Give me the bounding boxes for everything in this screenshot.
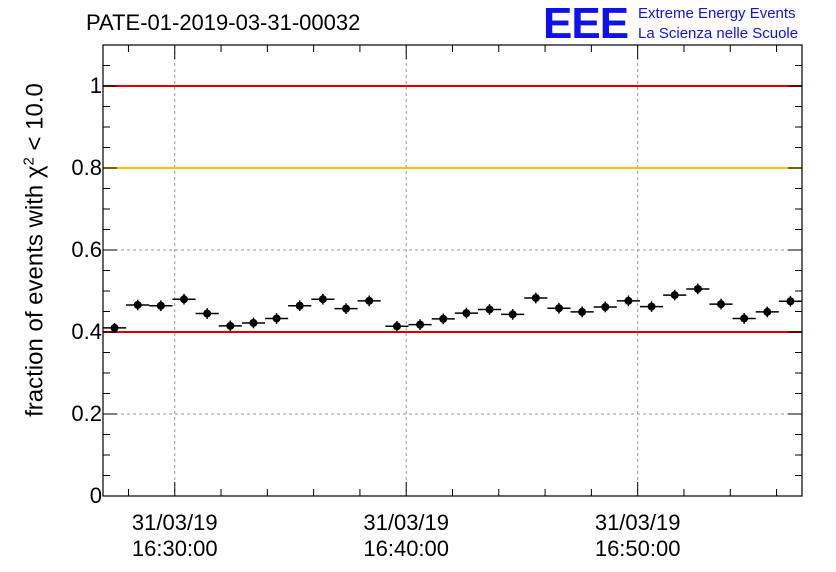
point-marker [156, 301, 165, 310]
point-marker [318, 295, 327, 304]
y-tick-label: 0.4 [71, 319, 102, 344]
point-marker [716, 300, 725, 309]
data-point [477, 304, 502, 315]
point-marker [180, 295, 189, 304]
x-tick-label: 31/03/19 16:50:00 [578, 510, 698, 562]
data-point [431, 313, 455, 325]
data-point [241, 317, 266, 329]
x-tick-date: 31/03/19 [594, 510, 681, 535]
logo-line1: Extreme Energy Events [638, 5, 796, 22]
point-marker [693, 284, 702, 293]
x-tick-time: 16:50:00 [594, 536, 681, 561]
data-point [616, 295, 640, 307]
x-tick-label: 31/03/19 16:30:00 [115, 510, 235, 562]
logo-mark: EEE [543, 0, 629, 48]
point-marker [203, 309, 212, 318]
data-point [778, 295, 802, 307]
point-marker [272, 314, 281, 323]
data-point [126, 299, 150, 311]
point-marker [295, 301, 304, 310]
data-point [218, 320, 242, 332]
point-marker [601, 302, 610, 311]
point-marker [531, 293, 540, 302]
data-point [149, 300, 173, 312]
point-marker [462, 309, 471, 318]
point-marker [624, 296, 633, 305]
data-point [593, 301, 617, 313]
data-point [357, 295, 381, 307]
point-marker [670, 291, 679, 300]
logo-line2: La Scienza nelle Scuole [638, 25, 799, 42]
point-marker [133, 300, 142, 309]
data-point [172, 293, 196, 305]
point-marker [365, 296, 374, 305]
x-tick-date: 31/03/19 [131, 510, 218, 535]
data-point [663, 289, 687, 301]
data-point [709, 298, 733, 310]
data-point [524, 292, 548, 304]
y-tick-label: 0 [89, 483, 102, 508]
point-marker [110, 323, 119, 332]
data-point [755, 306, 779, 318]
point-marker [786, 297, 795, 306]
point-marker [342, 304, 351, 313]
grid [103, 45, 802, 496]
reference-lines [103, 85, 802, 333]
point-marker [578, 307, 587, 316]
chart-title: PATE-01-2019-03-31-00032 [86, 10, 361, 35]
y-tick-label: 1 [89, 73, 102, 98]
point-marker [647, 302, 656, 311]
data-point [311, 293, 335, 305]
data-point [334, 303, 358, 314]
x-tick-label: 31/03/19 16:40:00 [346, 510, 466, 562]
point-marker [554, 304, 563, 313]
axis-ticks [103, 45, 802, 497]
x-tick-time: 16:40:00 [363, 536, 450, 561]
point-marker [763, 307, 772, 316]
data-point [639, 301, 664, 312]
point-marker [508, 310, 517, 319]
data-point [547, 302, 571, 314]
data-point [385, 320, 409, 332]
point-marker [226, 321, 235, 330]
y-tick-label: 0.6 [71, 237, 102, 262]
data-point [288, 300, 312, 312]
point-marker [249, 318, 258, 327]
data-point [570, 306, 594, 318]
data-points [103, 283, 802, 333]
point-marker [416, 320, 425, 329]
data-point [408, 319, 432, 330]
x-tick-time: 16:30:00 [131, 536, 218, 561]
x-tick-date: 31/03/19 [363, 510, 450, 535]
point-marker [485, 305, 494, 314]
data-point [686, 283, 710, 295]
data-point [454, 307, 478, 319]
point-marker [392, 322, 401, 331]
data-point [195, 308, 219, 319]
data-point [501, 309, 525, 320]
point-marker [439, 314, 448, 323]
data-point [265, 313, 289, 324]
point-marker [740, 314, 749, 323]
data-point [732, 313, 756, 324]
y-tick-label: 0.8 [71, 155, 102, 180]
plot-frame [102, 44, 803, 497]
y-tick-label: 0.2 [71, 401, 102, 426]
data-point [103, 322, 127, 333]
